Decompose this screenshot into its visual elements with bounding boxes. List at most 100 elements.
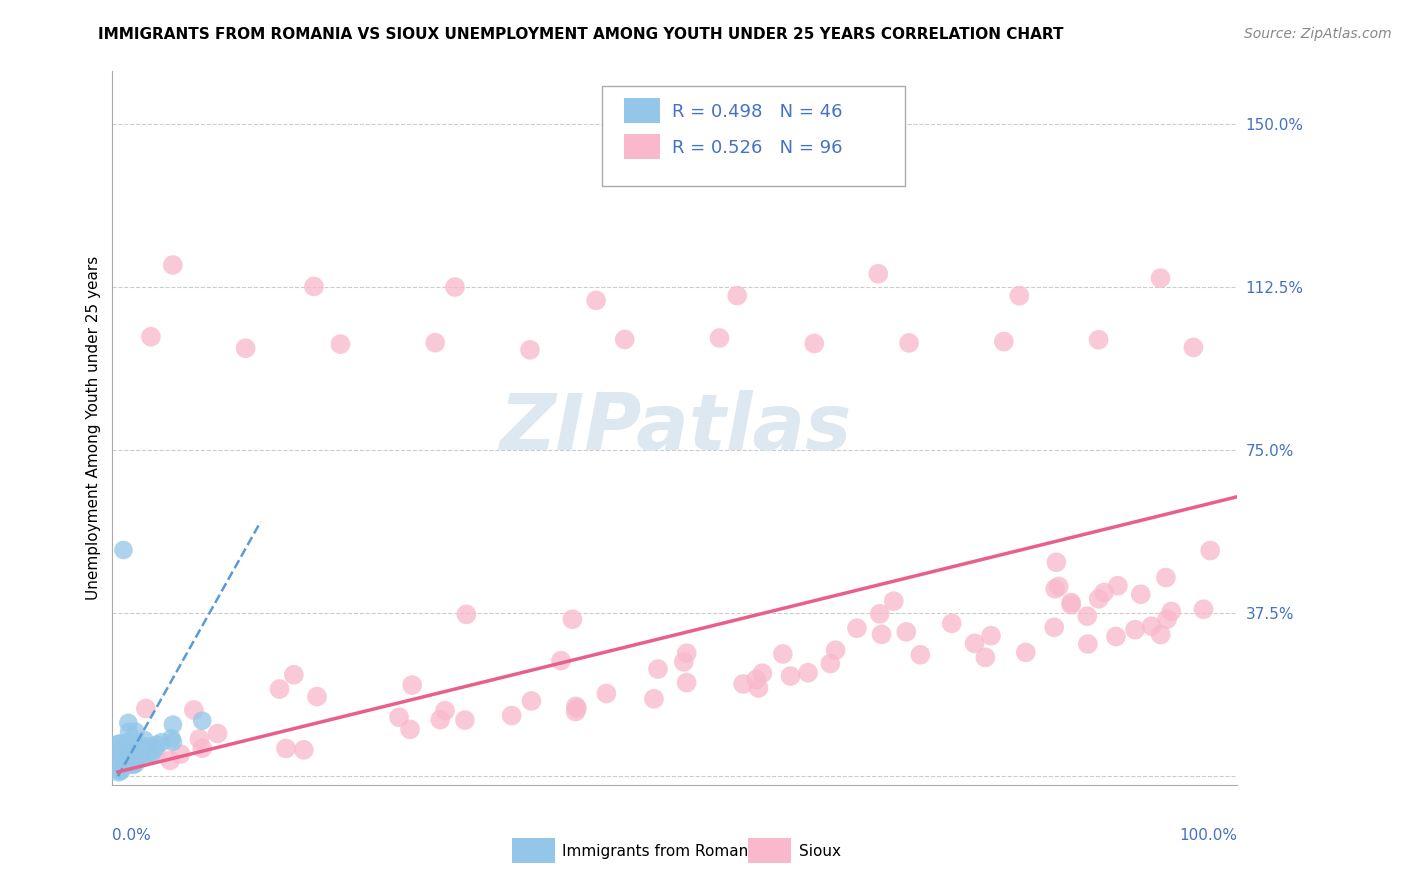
Point xyxy=(501,708,523,723)
Point xyxy=(1043,582,1066,596)
Point xyxy=(425,335,447,350)
Point xyxy=(883,594,905,608)
Point xyxy=(191,741,214,756)
Point xyxy=(869,607,891,621)
Point xyxy=(824,643,846,657)
Point xyxy=(136,747,159,761)
Point xyxy=(112,749,135,764)
Point xyxy=(779,669,801,683)
Point xyxy=(1123,623,1146,637)
Point xyxy=(135,749,157,764)
Point xyxy=(1008,288,1031,302)
Point xyxy=(980,629,1002,643)
Point xyxy=(565,701,588,715)
Point xyxy=(162,258,184,272)
Point xyxy=(550,654,572,668)
Point xyxy=(941,616,963,631)
Point xyxy=(1087,333,1109,347)
Point xyxy=(585,293,607,308)
Point xyxy=(709,331,731,345)
Point xyxy=(128,747,150,762)
Point xyxy=(401,678,423,692)
Point xyxy=(845,621,868,635)
Point xyxy=(868,267,890,281)
Point xyxy=(117,735,139,749)
Point xyxy=(963,636,986,650)
Point xyxy=(329,337,352,351)
Text: Source: ZipAtlas.com: Source: ZipAtlas.com xyxy=(1244,27,1392,41)
Point xyxy=(519,343,541,357)
Point xyxy=(188,731,211,746)
Point xyxy=(162,735,184,749)
Text: R = 0.498   N = 46: R = 0.498 N = 46 xyxy=(672,103,842,121)
Point xyxy=(733,677,755,691)
Point xyxy=(993,334,1015,349)
Point xyxy=(675,646,697,660)
Point xyxy=(207,726,229,740)
Point xyxy=(870,627,893,641)
Text: 100.0%: 100.0% xyxy=(1180,828,1237,843)
Text: 0.0%: 0.0% xyxy=(112,828,152,843)
Point xyxy=(110,751,132,765)
Point xyxy=(1149,627,1171,641)
Point xyxy=(117,715,139,730)
Point xyxy=(162,717,184,731)
Point xyxy=(444,280,467,294)
Point xyxy=(107,737,129,751)
Point xyxy=(118,756,141,771)
Point xyxy=(305,690,328,704)
Point xyxy=(725,288,748,302)
Point xyxy=(1047,580,1070,594)
Point xyxy=(1160,604,1182,618)
Text: R = 0.526   N = 96: R = 0.526 N = 96 xyxy=(672,139,842,157)
Point xyxy=(1182,341,1205,355)
Point xyxy=(456,607,478,622)
Point xyxy=(1045,555,1067,569)
Point xyxy=(429,713,451,727)
FancyBboxPatch shape xyxy=(624,98,661,123)
FancyBboxPatch shape xyxy=(512,838,554,863)
Point xyxy=(124,724,146,739)
Point xyxy=(111,747,134,762)
Point xyxy=(1107,579,1129,593)
Point xyxy=(129,743,152,757)
Point xyxy=(1199,543,1222,558)
Point xyxy=(125,742,148,756)
Point xyxy=(191,714,214,728)
Point xyxy=(896,624,918,639)
Point xyxy=(1015,645,1038,659)
Point xyxy=(159,753,181,767)
Point xyxy=(124,756,146,771)
Point xyxy=(235,341,257,355)
Point xyxy=(772,647,794,661)
Point xyxy=(169,747,191,761)
Point xyxy=(675,675,697,690)
Point xyxy=(561,612,583,626)
Text: Immigrants from Romania: Immigrants from Romania xyxy=(562,844,762,859)
Point xyxy=(135,701,157,715)
Point xyxy=(269,681,291,696)
Point xyxy=(1149,271,1171,285)
Point xyxy=(454,713,477,727)
Point xyxy=(1105,630,1128,644)
Point xyxy=(122,758,145,772)
Point xyxy=(1077,637,1099,651)
Point xyxy=(974,650,997,665)
Point xyxy=(143,741,166,756)
Point xyxy=(145,738,167,752)
Point xyxy=(803,336,825,351)
FancyBboxPatch shape xyxy=(748,838,790,863)
Point xyxy=(292,743,315,757)
Text: Sioux: Sioux xyxy=(799,844,841,859)
Point xyxy=(434,704,457,718)
Point xyxy=(132,745,155,759)
Point xyxy=(108,737,131,751)
Point xyxy=(647,662,669,676)
Point xyxy=(134,739,156,754)
Point xyxy=(1076,609,1098,624)
Point xyxy=(1154,570,1177,584)
Point xyxy=(1192,602,1215,616)
Point xyxy=(751,666,773,681)
Point xyxy=(120,752,142,766)
Point xyxy=(139,329,162,343)
